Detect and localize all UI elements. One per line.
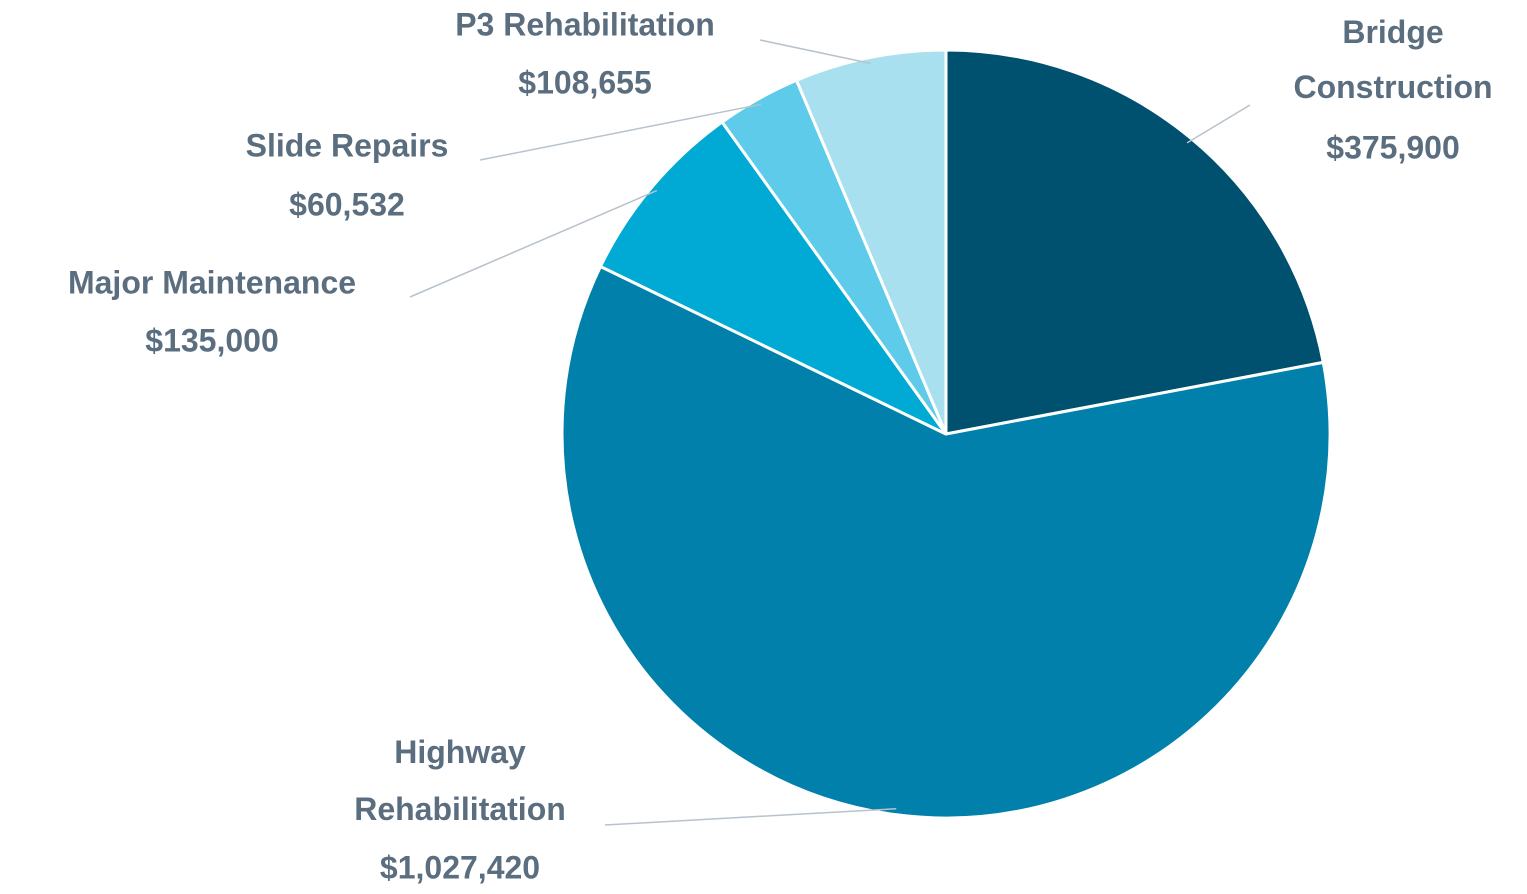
pie xyxy=(560,48,1332,820)
value-label: $375,900 xyxy=(1326,129,1459,165)
category-label: Major Maintenance xyxy=(68,264,356,300)
pie-slice xyxy=(598,119,948,436)
value-label: $1,027,420 xyxy=(380,849,540,885)
pie-slice xyxy=(560,264,1332,820)
pie-slice xyxy=(794,48,948,435)
category-label: P3 Rehabilitation xyxy=(455,6,715,42)
pie-slice xyxy=(944,48,1326,436)
leader-line xyxy=(409,189,658,298)
value-label: $135,000 xyxy=(145,322,278,358)
leader-line xyxy=(604,807,897,826)
value-label: $60,532 xyxy=(289,186,405,222)
leader-line xyxy=(759,39,872,65)
category-label: Bridge Construction xyxy=(1293,14,1492,105)
leader-line xyxy=(1186,104,1251,144)
category-label: Slide Repairs xyxy=(246,127,449,163)
leader-line xyxy=(479,103,762,161)
category-label: Highway Rehabilitation xyxy=(354,734,566,827)
value-label: $108,655 xyxy=(518,64,651,100)
